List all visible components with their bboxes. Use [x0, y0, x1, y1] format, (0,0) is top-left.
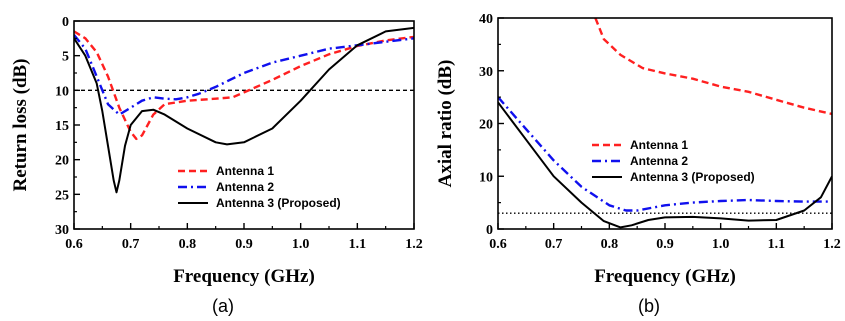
series-line-2: [74, 34, 414, 116]
chart-b: 0.6 0.7 0.8 0.9 1.0 1.1 1.2 0 10 20 30 40 Frequency …: [435, 12, 841, 316]
x-axis-label: Frequency (GHz): [173, 266, 315, 287]
legend-label-2: Antenna 2: [630, 154, 688, 168]
y-tick-label: 20: [55, 154, 69, 169]
y-tick-label: 10: [479, 170, 493, 185]
x-axis-label: Frequency (GHz): [594, 266, 736, 287]
x-tick-label: 0.7: [545, 237, 563, 252]
y-tick-label: 0: [62, 15, 69, 30]
legend-label-2: Antenna 2: [216, 180, 274, 194]
plot-frame: [497, 17, 833, 230]
y-tick-label: 10: [55, 84, 69, 99]
y-tick-label: 40: [479, 12, 493, 27]
legend-label-3: Antenna 3 (Proposed): [216, 196, 341, 210]
panel-label: (a): [212, 296, 234, 316]
legend-label-3: Antenna 3 (Proposed): [630, 170, 755, 184]
series-line-3: [74, 26, 414, 194]
x-tick-label: 0.8: [601, 237, 619, 252]
x-tick-label: 0.6: [65, 237, 83, 252]
series-line-1: [594, 18, 832, 116]
x-tick-label: 1.1: [768, 237, 786, 252]
x-tick-label: 0.8: [179, 237, 197, 252]
x-tick-label: 0.9: [656, 237, 674, 252]
y-tick-label: 30: [479, 65, 493, 80]
x-tick-label: 1.1: [349, 237, 367, 252]
panel-label: (b): [638, 296, 660, 316]
series-line-1: [74, 30, 414, 141]
x-tick-label: 0.9: [235, 237, 253, 252]
y-tick-label: 15: [55, 119, 69, 134]
y-tick-label: 5: [62, 50, 69, 65]
x-tick-label: 1.0: [712, 237, 730, 252]
legend-label-1: Antenna 1: [630, 138, 688, 152]
x-tick-label: 0.6: [489, 237, 507, 252]
y-tick-label: 20: [479, 118, 493, 133]
x-tick-label: 0.7: [122, 237, 140, 252]
y-tick-label: 30: [55, 223, 69, 238]
series-line-2: [498, 96, 832, 212]
y-axis-label: Axial ratio (dB): [435, 60, 456, 188]
chart-a: 0.6 0.7 0.8 0.9 1.0 1.1 1.2 0 5 10 15 20 25 30 Frequen…: [10, 15, 423, 316]
y-tick-label: 25: [55, 188, 69, 203]
y-axis-label: Return loss (dB): [10, 58, 31, 191]
x-tick-label: 1.2: [405, 237, 423, 252]
series-line-3: [498, 101, 832, 229]
legend-label-1: Antenna 1: [216, 164, 274, 178]
x-tick-label: 1.2: [823, 237, 841, 252]
x-tick-label: 1.0: [292, 237, 310, 252]
y-tick-label: 0: [486, 223, 493, 238]
